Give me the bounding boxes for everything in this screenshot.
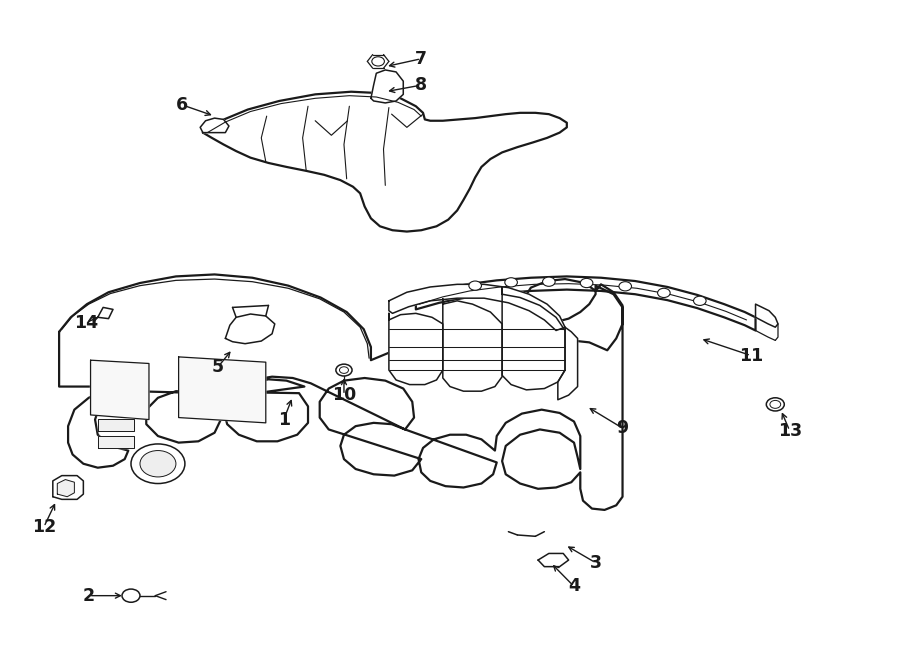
Polygon shape [91,360,149,420]
Circle shape [122,589,140,602]
Text: 14: 14 [74,313,98,332]
Text: 11: 11 [739,346,763,365]
Polygon shape [178,357,266,423]
Polygon shape [53,476,84,499]
Polygon shape [98,307,113,319]
Polygon shape [371,70,403,103]
Polygon shape [200,118,229,133]
Polygon shape [389,284,565,330]
Circle shape [131,444,184,484]
Text: 8: 8 [415,76,428,94]
Circle shape [619,282,632,291]
Text: 12: 12 [32,518,56,536]
Polygon shape [98,419,134,431]
Circle shape [140,451,176,477]
Text: 1: 1 [278,410,290,428]
Polygon shape [225,314,274,344]
Polygon shape [58,480,75,496]
Circle shape [505,278,518,287]
Text: 4: 4 [568,578,580,596]
Polygon shape [502,288,565,390]
Circle shape [372,57,384,66]
Circle shape [336,364,352,376]
Polygon shape [755,304,778,327]
Circle shape [543,277,555,286]
Text: 3: 3 [590,554,601,572]
Text: 9: 9 [616,419,628,437]
Circle shape [658,288,670,297]
Polygon shape [389,313,443,385]
Polygon shape [558,327,578,400]
Text: 5: 5 [212,358,224,376]
Polygon shape [202,92,567,231]
Polygon shape [98,436,134,448]
Polygon shape [416,276,755,330]
Circle shape [469,281,482,290]
Circle shape [694,296,706,305]
Polygon shape [443,299,502,391]
Text: 10: 10 [332,386,356,404]
Text: 2: 2 [83,587,94,605]
Text: 7: 7 [415,50,428,67]
Text: 13: 13 [778,422,802,440]
Polygon shape [59,274,623,510]
Circle shape [770,401,780,408]
Circle shape [339,367,348,373]
Circle shape [580,278,593,288]
Polygon shape [538,553,569,566]
Circle shape [766,398,784,411]
Text: 6: 6 [176,96,188,114]
